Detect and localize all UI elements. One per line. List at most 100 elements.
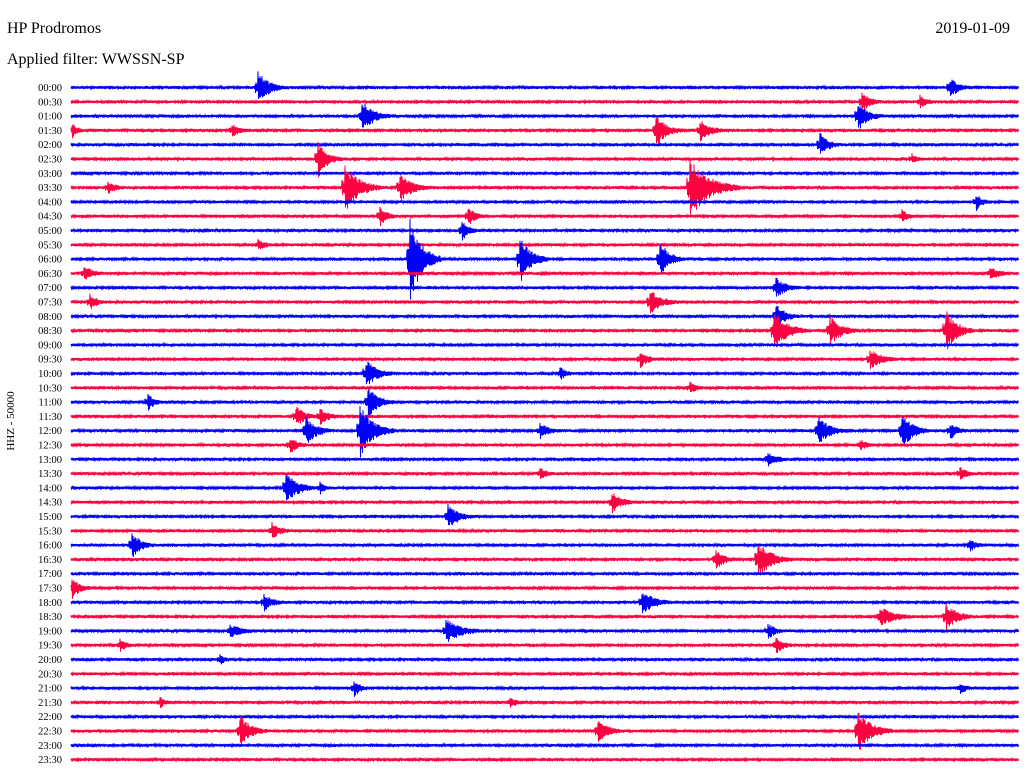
seismogram-trace — [70, 277, 1019, 297]
seismogram-trace — [70, 170, 1019, 177]
time-tick-label: 03:00 — [38, 169, 62, 180]
time-tick-label: 01:00 — [38, 112, 62, 123]
seismogram-trace — [70, 406, 1019, 425]
seismogram-trace — [70, 350, 1019, 370]
time-tick-label: 07:00 — [38, 283, 62, 294]
time-tick-labels: 00:00 00:30 01:00 01:30 02:00 02:30 03:00 03:30… — [38, 83, 62, 766]
seismogram-trace — [70, 474, 1019, 501]
seismogram-trace — [70, 467, 1019, 480]
time-tick-label: 06:00 — [38, 255, 62, 266]
seismogram-trace — [70, 453, 1019, 467]
seismogram-trace — [70, 158, 1019, 218]
time-tick-label: 10:00 — [38, 369, 62, 380]
time-tick-label: 03:30 — [38, 183, 62, 194]
seismogram-traces — [70, 71, 1019, 763]
seismogram-trace — [70, 681, 1019, 697]
seismogram-trace — [70, 103, 1019, 129]
seismogram-trace — [70, 697, 1019, 709]
time-tick-label: 02:30 — [38, 155, 62, 166]
seismogram-trace — [70, 533, 1019, 557]
seismogram-trace — [70, 439, 1019, 453]
time-tick-label: 15:30 — [38, 526, 62, 537]
time-tick-label: 18:30 — [38, 612, 62, 623]
seismogram-trace — [70, 493, 1019, 514]
seismogram-trace — [70, 292, 1019, 314]
seismogram-trace — [70, 521, 1019, 538]
time-tick-label: 14:00 — [38, 483, 62, 494]
time-tick-label: 06:30 — [38, 269, 62, 280]
time-tick-label: 22:30 — [38, 727, 62, 738]
time-tick-label: 05:00 — [38, 226, 62, 237]
time-tick-label: 22:00 — [38, 712, 62, 723]
time-tick-label: 21:30 — [38, 698, 62, 709]
time-tick-label: 07:30 — [38, 298, 62, 309]
time-tick-label: 04:30 — [38, 212, 62, 223]
seismogram-trace — [70, 713, 1019, 720]
seismogram-trace — [70, 116, 1019, 144]
seismogram-trace — [70, 218, 1019, 300]
seismogram-trace — [70, 267, 1019, 280]
time-tick-label: 23:30 — [38, 755, 62, 766]
seismogram-trace — [70, 132, 1019, 154]
seismogram-trace — [70, 238, 1019, 250]
station-title: HP Prodromos — [7, 20, 102, 37]
seismogram-trace — [70, 670, 1019, 677]
seismogram-trace — [70, 637, 1019, 654]
time-tick-label: 14:30 — [38, 498, 62, 509]
time-tick-label: 11:30 — [38, 412, 62, 423]
time-tick-label: 20:00 — [38, 655, 62, 666]
time-tick-label: 00:30 — [38, 97, 62, 108]
seismogram-trace — [70, 570, 1019, 577]
time-tick-label: 11:00 — [38, 398, 62, 409]
time-tick-label: 08:30 — [38, 326, 62, 337]
seismogram-trace — [70, 619, 1019, 642]
seismogram-trace — [70, 141, 1019, 178]
time-tick-label: 08:00 — [38, 312, 62, 323]
seismogram-trace — [70, 388, 1019, 418]
time-tick-label: 19:30 — [38, 641, 62, 652]
seismogram-trace — [70, 341, 1019, 349]
time-tick-label: 16:30 — [38, 555, 62, 566]
time-tick-label: 13:30 — [38, 469, 62, 480]
seismogram-trace — [70, 92, 1019, 110]
time-tick-label: 05:30 — [38, 240, 62, 251]
time-tick-label: 13:00 — [38, 455, 62, 466]
seismogram-trace — [70, 305, 1019, 327]
seismogram-trace — [70, 756, 1019, 763]
seismogram-trace — [70, 361, 1019, 385]
date-label: 2019-01-09 — [935, 20, 1010, 37]
seismogram-trace — [70, 196, 1019, 211]
time-tick-label: 23:00 — [38, 741, 62, 752]
time-tick-label: 17:00 — [38, 569, 62, 580]
seismogram-trace — [70, 221, 1019, 241]
seismogram-trace — [70, 206, 1019, 227]
seismogram-trace — [70, 503, 1019, 526]
time-tick-label: 00:00 — [38, 83, 62, 94]
seismogram-trace — [70, 406, 1019, 458]
time-tick-label: 19:00 — [38, 626, 62, 637]
time-tick-label: 09:00 — [38, 340, 62, 351]
time-tick-label: 12:00 — [38, 426, 62, 437]
time-tick-label: 18:00 — [38, 598, 62, 609]
time-tick-label: 20:30 — [38, 669, 62, 680]
seismogram-trace — [70, 742, 1019, 749]
seismogram-trace — [70, 654, 1019, 665]
seismogram-trace — [70, 603, 1019, 630]
time-tick-label: 02:00 — [38, 140, 62, 151]
seismogram-trace — [70, 545, 1019, 576]
time-tick-label: 04:00 — [38, 197, 62, 208]
time-tick-label: 21:00 — [38, 684, 62, 695]
seismogram-trace — [70, 579, 1019, 599]
time-tick-label: 16:00 — [38, 541, 62, 552]
time-tick-label: 09:30 — [38, 355, 62, 366]
time-tick-label: 17:30 — [38, 584, 62, 595]
seismogram-trace — [70, 311, 1019, 350]
time-tick-label: 15:00 — [38, 512, 62, 523]
time-tick-label: 12:30 — [38, 441, 62, 452]
time-tick-label: 10:30 — [38, 383, 62, 394]
seismogram-trace — [70, 381, 1019, 392]
seismogram-trace — [70, 593, 1019, 614]
filter-label: Applied filter: WWSSN-SP — [7, 51, 185, 68]
time-tick-label: 01:30 — [38, 126, 62, 137]
